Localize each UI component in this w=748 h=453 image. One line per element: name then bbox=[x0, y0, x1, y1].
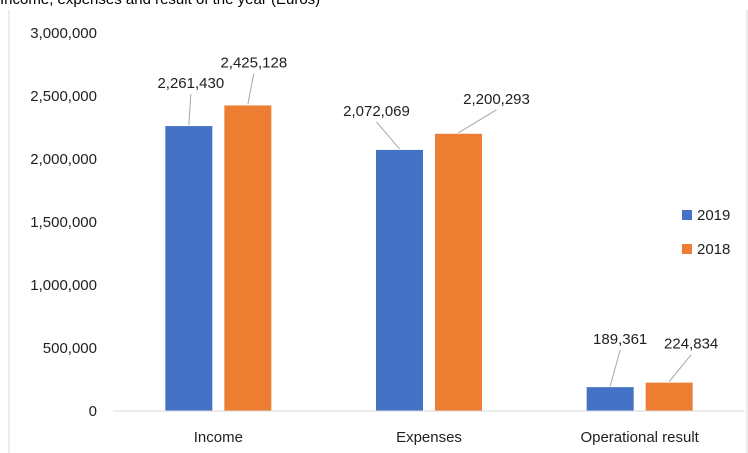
bars bbox=[165, 105, 693, 412]
legend-label: 2018 bbox=[697, 241, 730, 258]
y-tick-label: 500,000 bbox=[43, 340, 97, 357]
data-label-leader bbox=[609, 350, 621, 387]
data-label-leader bbox=[458, 109, 497, 134]
data-label: 2,425,128 bbox=[220, 54, 287, 71]
data-labels: 2,261,430 2,425,128 2,072,069 2,200,293 189,… bbox=[157, 54, 718, 352]
legend-label: 2019 bbox=[697, 207, 730, 224]
data-label-leader bbox=[376, 121, 400, 150]
data-label: 2,261,430 bbox=[157, 75, 224, 92]
bar-2019-operational-result bbox=[586, 387, 634, 411]
bar-2018-income bbox=[224, 105, 272, 411]
x-category-label: Income bbox=[194, 429, 243, 446]
data-label-leader bbox=[668, 354, 692, 382]
data-label-leader bbox=[247, 73, 255, 105]
x-category-label: Operational result bbox=[580, 429, 699, 446]
data-label: 224,834 bbox=[664, 336, 718, 353]
y-tick-label: 1,500,000 bbox=[30, 214, 97, 231]
y-tick-label: 0 bbox=[89, 403, 97, 420]
bar-2019-expenses bbox=[376, 149, 423, 411]
data-label: 189,361 bbox=[593, 331, 647, 348]
y-axis-ticks: 0 500,000 1,000,000 1,500,000 2,000,000 2,500… bbox=[30, 25, 97, 420]
legend-swatch-2019 bbox=[682, 210, 692, 220]
y-tick-label: 1,000,000 bbox=[30, 277, 97, 294]
legend: 2019 2018 bbox=[682, 207, 730, 258]
legend-swatch-2018 bbox=[682, 244, 692, 254]
data-label-leader bbox=[188, 94, 192, 126]
x-category-label: Expenses bbox=[396, 429, 462, 446]
bar-2019-income bbox=[165, 126, 213, 412]
bar-2018-operational-result bbox=[645, 382, 693, 411]
chart-title: Income, expenses and result of the year … bbox=[0, 0, 320, 8]
data-label: 2,200,293 bbox=[463, 91, 530, 108]
bar-2018-expenses bbox=[435, 133, 482, 412]
y-tick-label: 2,000,000 bbox=[30, 151, 97, 168]
x-axis-categories: Income Expenses Operational result bbox=[194, 429, 700, 446]
y-tick-label: 3,000,000 bbox=[30, 25, 97, 42]
y-tick-label: 2,500,000 bbox=[30, 88, 97, 105]
data-label-leaders bbox=[188, 73, 692, 387]
data-label: 2,072,069 bbox=[343, 103, 410, 120]
